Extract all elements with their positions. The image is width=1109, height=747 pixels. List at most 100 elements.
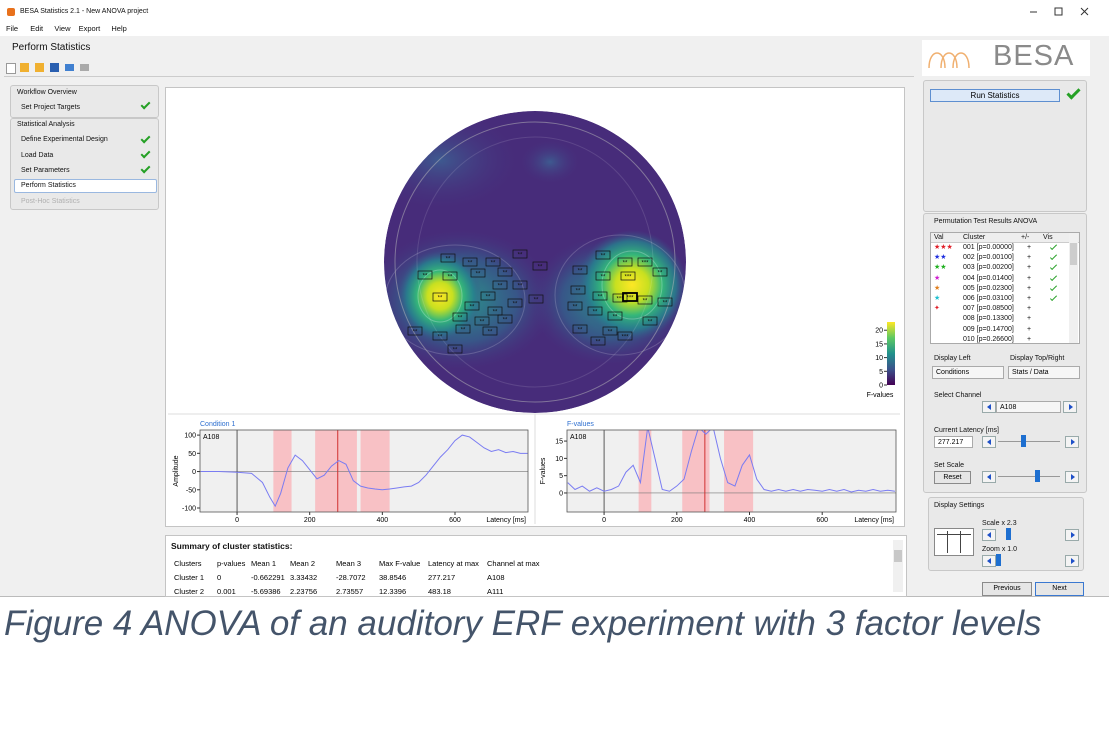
cluster-name[interactable]: 010 [p=0.26600] bbox=[963, 335, 1014, 343]
sensor-label: ** bbox=[648, 320, 653, 326]
cluster-name[interactable]: 001 [p=0.00000] bbox=[963, 244, 1014, 251]
window-controls[interactable] bbox=[1025, 6, 1100, 18]
sensor-box bbox=[617, 257, 633, 267]
tool-open[interactable] bbox=[20, 63, 29, 72]
x-axis-label: Latency [ms] bbox=[854, 517, 894, 524]
latency-forward[interactable] bbox=[1065, 436, 1079, 448]
y-axis-label: F-values bbox=[540, 457, 547, 484]
sensor-label: ** bbox=[593, 310, 598, 316]
previous-button[interactable]: Previous bbox=[982, 582, 1032, 596]
column-header[interactable]: +/- bbox=[1021, 234, 1030, 241]
reset-button[interactable]: Reset bbox=[934, 471, 971, 484]
menu-item[interactable]: Edit bbox=[30, 24, 44, 33]
plot-content bbox=[200, 430, 528, 512]
menu-item[interactable]: Help bbox=[111, 24, 127, 33]
sensor-box bbox=[528, 294, 544, 304]
scale-up[interactable] bbox=[1065, 529, 1079, 541]
next-channel[interactable] bbox=[1063, 401, 1077, 413]
zoom-out[interactable] bbox=[982, 555, 996, 567]
tool-export[interactable] bbox=[65, 64, 74, 71]
scale-down[interactable] bbox=[982, 529, 996, 541]
maximize[interactable] bbox=[1054, 7, 1063, 16]
column-header: Mean 2 bbox=[290, 558, 316, 568]
sensor-label: ** bbox=[438, 335, 443, 341]
scale-down[interactable] bbox=[982, 471, 996, 483]
scrollbar[interactable] bbox=[893, 540, 903, 592]
channel-select[interactable]: A108 bbox=[996, 401, 1061, 413]
results-list[interactable]: Val Cluster +/- Vis ★★★ 001 [p=0.00000] + ★… bbox=[930, 232, 1080, 344]
tool-save[interactable] bbox=[50, 63, 59, 72]
list-header bbox=[931, 233, 1079, 243]
tool-open2[interactable] bbox=[35, 63, 44, 72]
workflow-item[interactable]: Perform Statistics bbox=[21, 182, 76, 189]
close[interactable] bbox=[1080, 7, 1089, 16]
cluster-name[interactable]: 006 [p=0.03100] bbox=[963, 295, 1014, 302]
sensor-box bbox=[417, 270, 433, 280]
x-tick-label: 600 bbox=[816, 517, 828, 524]
cluster-name[interactable]: 005 [p=0.02300] bbox=[963, 284, 1014, 292]
workflow-item[interactable]: Set Parameters bbox=[21, 167, 70, 174]
display-left-select[interactable]: Conditions bbox=[932, 366, 1004, 379]
slider-thumb[interactable] bbox=[1006, 528, 1011, 540]
toolbar[interactable] bbox=[6, 63, 96, 74]
label: Select Channel bbox=[934, 392, 982, 399]
plot-content bbox=[567, 430, 896, 512]
cluster-name[interactable]: 004 [p=0.01400] bbox=[963, 274, 1014, 282]
summary-cell: 0.001 bbox=[217, 586, 236, 596]
y-tick-label: 100 bbox=[184, 433, 196, 440]
latency-back[interactable] bbox=[982, 436, 996, 448]
sensor-label: ** bbox=[448, 275, 453, 281]
significance-stars: ★ bbox=[934, 284, 941, 292]
summary-cell: 277.217 bbox=[428, 572, 456, 582]
scroll-thumb[interactable] bbox=[1070, 243, 1077, 265]
slider-thumb[interactable] bbox=[1021, 435, 1026, 447]
run-statistics-button[interactable]: Run Statistics bbox=[930, 89, 1060, 102]
latency-input[interactable]: 277.217 bbox=[934, 436, 973, 448]
sensor-label: ** bbox=[538, 265, 543, 271]
cluster-sign: + bbox=[1027, 305, 1032, 313]
sensor-label: ** bbox=[613, 315, 618, 321]
workflow-item[interactable]: Load Data bbox=[21, 152, 54, 159]
cluster-sign: + bbox=[1027, 295, 1032, 302]
summary-cell: 38.8546 bbox=[379, 572, 407, 582]
cluster-name[interactable]: 008 [p=0.13300] bbox=[963, 315, 1014, 323]
cluster-name[interactable]: 003 [p=0.00200] bbox=[963, 264, 1014, 272]
cluster-sign: + bbox=[1027, 335, 1032, 343]
tool-new[interactable] bbox=[6, 63, 16, 74]
workflow-item[interactable]: Define Experimental Design bbox=[21, 136, 108, 143]
sensor-box bbox=[455, 324, 471, 334]
cluster-name[interactable]: 007 [p=0.08500] bbox=[963, 305, 1014, 313]
sensor-label: ** bbox=[598, 295, 603, 301]
sensor-box bbox=[497, 314, 513, 324]
channel-label: A108 bbox=[570, 434, 586, 441]
column-header[interactable]: Val bbox=[934, 234, 944, 241]
scroll-thumb[interactable] bbox=[894, 550, 902, 562]
column-header[interactable]: Vis bbox=[1043, 234, 1053, 241]
plot-frame bbox=[566, 429, 897, 513]
slider-thumb[interactable] bbox=[1035, 470, 1040, 482]
slider-thumb[interactable] bbox=[996, 554, 1001, 566]
column-header: Latency at max bbox=[428, 558, 479, 568]
cluster-name[interactable]: 002 [p=0.00100] bbox=[963, 254, 1014, 262]
cluster-name[interactable]: 009 [p=0.14700] bbox=[963, 325, 1014, 333]
sensors: **** ********** ** **** **************** ****… bbox=[407, 249, 673, 354]
cluster-sign: + bbox=[1027, 274, 1032, 282]
display-right-select[interactable]: Stats / Data bbox=[1008, 366, 1080, 379]
significance-stars: ✦ bbox=[934, 305, 940, 313]
prev-channel[interactable] bbox=[982, 401, 996, 413]
tool-print[interactable] bbox=[80, 64, 89, 71]
column-header[interactable]: Cluster bbox=[963, 234, 986, 241]
cluster-interval bbox=[638, 430, 652, 512]
scale-up[interactable] bbox=[1065, 471, 1079, 483]
workflow-item[interactable]: Set Project Targets bbox=[21, 104, 81, 111]
menu-item[interactable]: View bbox=[54, 24, 71, 33]
x-tick-label: 400 bbox=[744, 517, 756, 524]
menu-item[interactable]: File bbox=[6, 24, 19, 33]
menu-item[interactable]: Export bbox=[78, 24, 101, 33]
sensor-box bbox=[637, 295, 653, 305]
summary-panel: Summary of cluster statistics: Clusters p… bbox=[165, 535, 907, 597]
next-button[interactable]: Next bbox=[1035, 582, 1084, 596]
colorbar-tick-label: 0 bbox=[879, 383, 883, 390]
zoom-in[interactable] bbox=[1065, 555, 1079, 567]
scrollbar[interactable] bbox=[1069, 233, 1078, 343]
